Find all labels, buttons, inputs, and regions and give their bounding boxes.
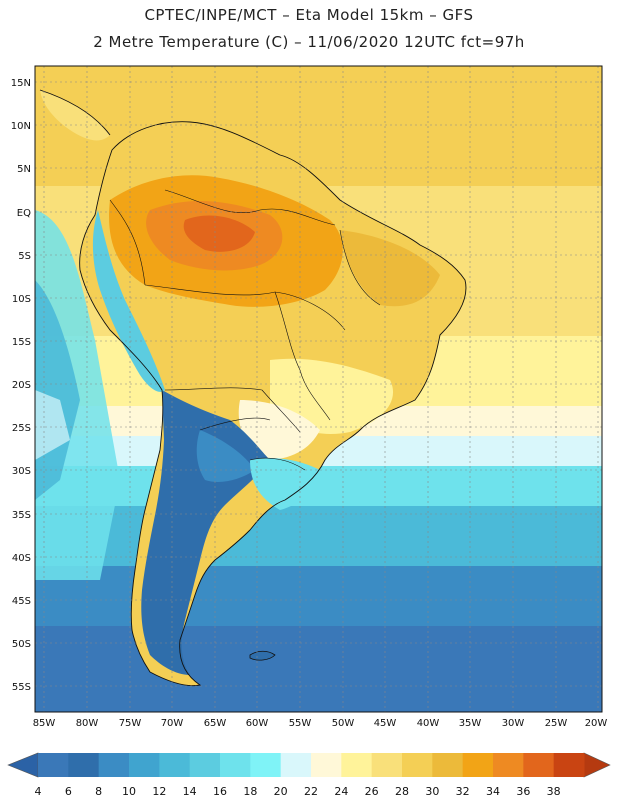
lon-label: 25W (545, 718, 568, 729)
country-borders (109, 189, 381, 471)
lon-label: 85W (33, 718, 56, 729)
coastline (79, 121, 467, 687)
lon-label: 80W (76, 718, 99, 729)
longitude-labels: 85W 80W 75W 70W 65W 60W 55W 50W 45W 40W … (33, 718, 608, 729)
colorbar-swatch (189, 753, 221, 777)
lat-label: 35S (12, 510, 31, 521)
colorbar-swatch (553, 753, 585, 777)
colorbar-tick-label: 26 (365, 785, 379, 798)
central-america-land (40, 90, 110, 141)
colorbar-tick-label: 28 (395, 785, 409, 798)
colorbar-swatch (129, 753, 160, 777)
colorbar-tick-label: 10 (122, 785, 136, 798)
colorbar-swatch (98, 753, 130, 777)
colorbar-tick-label: 30 (425, 785, 439, 798)
colorbar-left-arrow (7, 752, 39, 778)
map-title-line-2: 2 Metre Temperature (C) – 11/06/2020 12U… (93, 33, 525, 51)
colorbar-tick-label: 18 (243, 785, 257, 798)
lat-label: 15N (11, 78, 31, 89)
lon-label: 50W (332, 718, 355, 729)
lat-label: 10S (12, 294, 31, 305)
lat-label: 25S (12, 423, 31, 434)
colorbar-swatch (250, 753, 282, 777)
colorbar-tick-label: 34 (486, 785, 500, 798)
colorbar-tick-label: 8 (95, 785, 102, 798)
lon-label: 65W (204, 718, 227, 729)
andes-cool-strip (92, 210, 165, 392)
lat-label: 55S (12, 682, 31, 693)
colorbar-swatch (159, 753, 191, 777)
colorbar-swatch (493, 753, 524, 777)
lon-label: 30W (502, 718, 525, 729)
colorbar-tick-label: 16 (213, 785, 227, 798)
colorbar-tick-label: 12 (152, 785, 166, 798)
colorbar-swatch (341, 753, 373, 777)
colorbar-tick-label: 36 (516, 785, 530, 798)
lat-label: 5N (17, 164, 31, 175)
lon-label: 75W (119, 718, 142, 729)
colorbar-tick-label: 14 (183, 785, 197, 798)
colorbar-swatch (38, 753, 69, 777)
lat-label: 10N (11, 121, 31, 132)
colorbar-swatch (220, 753, 251, 777)
lat-label: 40S (12, 553, 31, 564)
lat-label: 45S (12, 596, 31, 607)
lon-label: 60W (246, 718, 269, 729)
colorbar-tick-label: 4 (35, 785, 42, 798)
colorbar-right-arrow (583, 752, 611, 778)
lat-label: 5S (18, 251, 31, 262)
lon-label: 40W (417, 718, 440, 729)
colorbar-swatch (462, 753, 494, 777)
colorbar: 4 6 8 10 12 14 16 18 20 22 24 26 28 30 32 34 36 38 (7, 752, 611, 798)
lat-label: 30S (12, 466, 31, 477)
lat-label: EQ (17, 208, 31, 219)
lat-label: 20S (12, 380, 31, 391)
map-frame (34, 65, 603, 713)
latitude-labels: 15N 10N 5N EQ 5S 10S 15S 20S 25S 30S 35S… (11, 78, 31, 693)
colorbar-tick-label: 32 (456, 785, 470, 798)
colorbar-tick-label: 20 (274, 785, 288, 798)
map-title-line-1: CPTEC/INPE/MCT – Eta Model 15km – GFS (144, 6, 474, 24)
lat-label: 50S (12, 639, 31, 650)
colorbar-tick-label: 38 (547, 785, 561, 798)
colorbar-swatch (280, 753, 312, 777)
colorbar-swatch (371, 753, 403, 777)
colorbar-swatch (311, 753, 342, 777)
lon-label: 20W (585, 718, 608, 729)
lat-label: 15S (12, 337, 31, 348)
colorbar-swatch (68, 753, 100, 777)
lon-label: 70W (161, 718, 184, 729)
colorbar-tick-label: 22 (304, 785, 318, 798)
colorbar-swatch (432, 753, 464, 777)
colorbar-swatch (523, 753, 555, 777)
colorbar-tick-label: 6 (65, 785, 72, 798)
colorbar-tick-label: 24 (334, 785, 348, 798)
lon-label: 45W (374, 718, 397, 729)
colorbar-swatch (402, 753, 433, 777)
lon-label: 55W (289, 718, 312, 729)
temperature-map: 15N 10N 5N EQ 5S 10S 15S 20S 25S 30S 35S… (11, 65, 608, 729)
lon-label: 35W (459, 718, 482, 729)
